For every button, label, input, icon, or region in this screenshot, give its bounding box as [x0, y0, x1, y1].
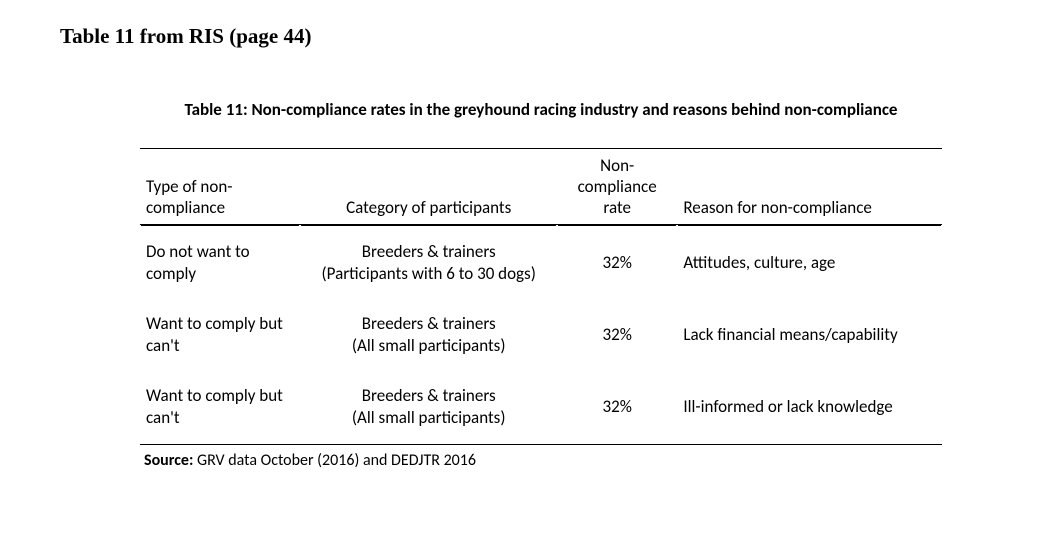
source-label: Source: [144, 451, 193, 470]
cell-category-line1: Breeders & trainers [362, 385, 496, 406]
table-row: Want to comply but can't Breeders & trai… [140, 371, 942, 444]
table-row: Do not want to comply Breeders & trainer… [140, 224, 942, 299]
cell-reason: Attitudes, culture, age [677, 224, 942, 299]
cell-category: Breeders & trainers (All small participa… [300, 371, 557, 444]
cell-rate: 32% [557, 224, 677, 299]
cell-category-line1: Breeders & trainers [362, 241, 496, 262]
cell-category-line1: Breeders & trainers [362, 313, 496, 334]
col-header-reason: Reason for non-compliance [677, 148, 942, 224]
table-row: Want to comply but can't Breeders & trai… [140, 299, 942, 371]
compliance-table: Type of non-compliance Category of parti… [140, 148, 942, 445]
cell-category: Breeders & trainers (Participants with 6… [300, 224, 557, 299]
cell-category-line2: (Participants with 6 to 30 dogs) [322, 263, 536, 284]
cell-type: Want to comply but can't [140, 371, 300, 444]
document-heading: Table 11 from RIS (page 44) [60, 24, 1052, 49]
col-header-category: Category of participants [300, 148, 557, 224]
table-container: Table 11: Non-compliance rates in the gr… [140, 99, 942, 470]
page: Table 11 from RIS (page 44) Table 11: No… [0, 0, 1052, 546]
cell-category: Breeders & trainers (All small participa… [300, 299, 557, 371]
cell-type: Want to comply but can't [140, 299, 300, 371]
cell-rate: 32% [557, 371, 677, 444]
table-header-row: Type of non-compliance Category of parti… [140, 148, 942, 224]
cell-reason: Ill-informed or lack knowledge [677, 371, 942, 444]
cell-rate: 32% [557, 299, 677, 371]
source-text: GRV data October (2016) and DEDJTR 2016 [193, 451, 476, 470]
col-header-rate: Non-compliance rate [557, 148, 677, 224]
col-header-type: Type of non-compliance [140, 148, 300, 224]
cell-category-line2: (All small participants) [352, 335, 506, 356]
cell-type: Do not want to comply [140, 224, 300, 299]
cell-reason: Lack financial means/capability [677, 299, 942, 371]
cell-category-line2: (All small participants) [352, 407, 506, 428]
table-caption: Table 11: Non-compliance rates in the gr… [161, 99, 921, 122]
table-source: Source: GRV data October (2016) and DEDJ… [140, 445, 942, 470]
